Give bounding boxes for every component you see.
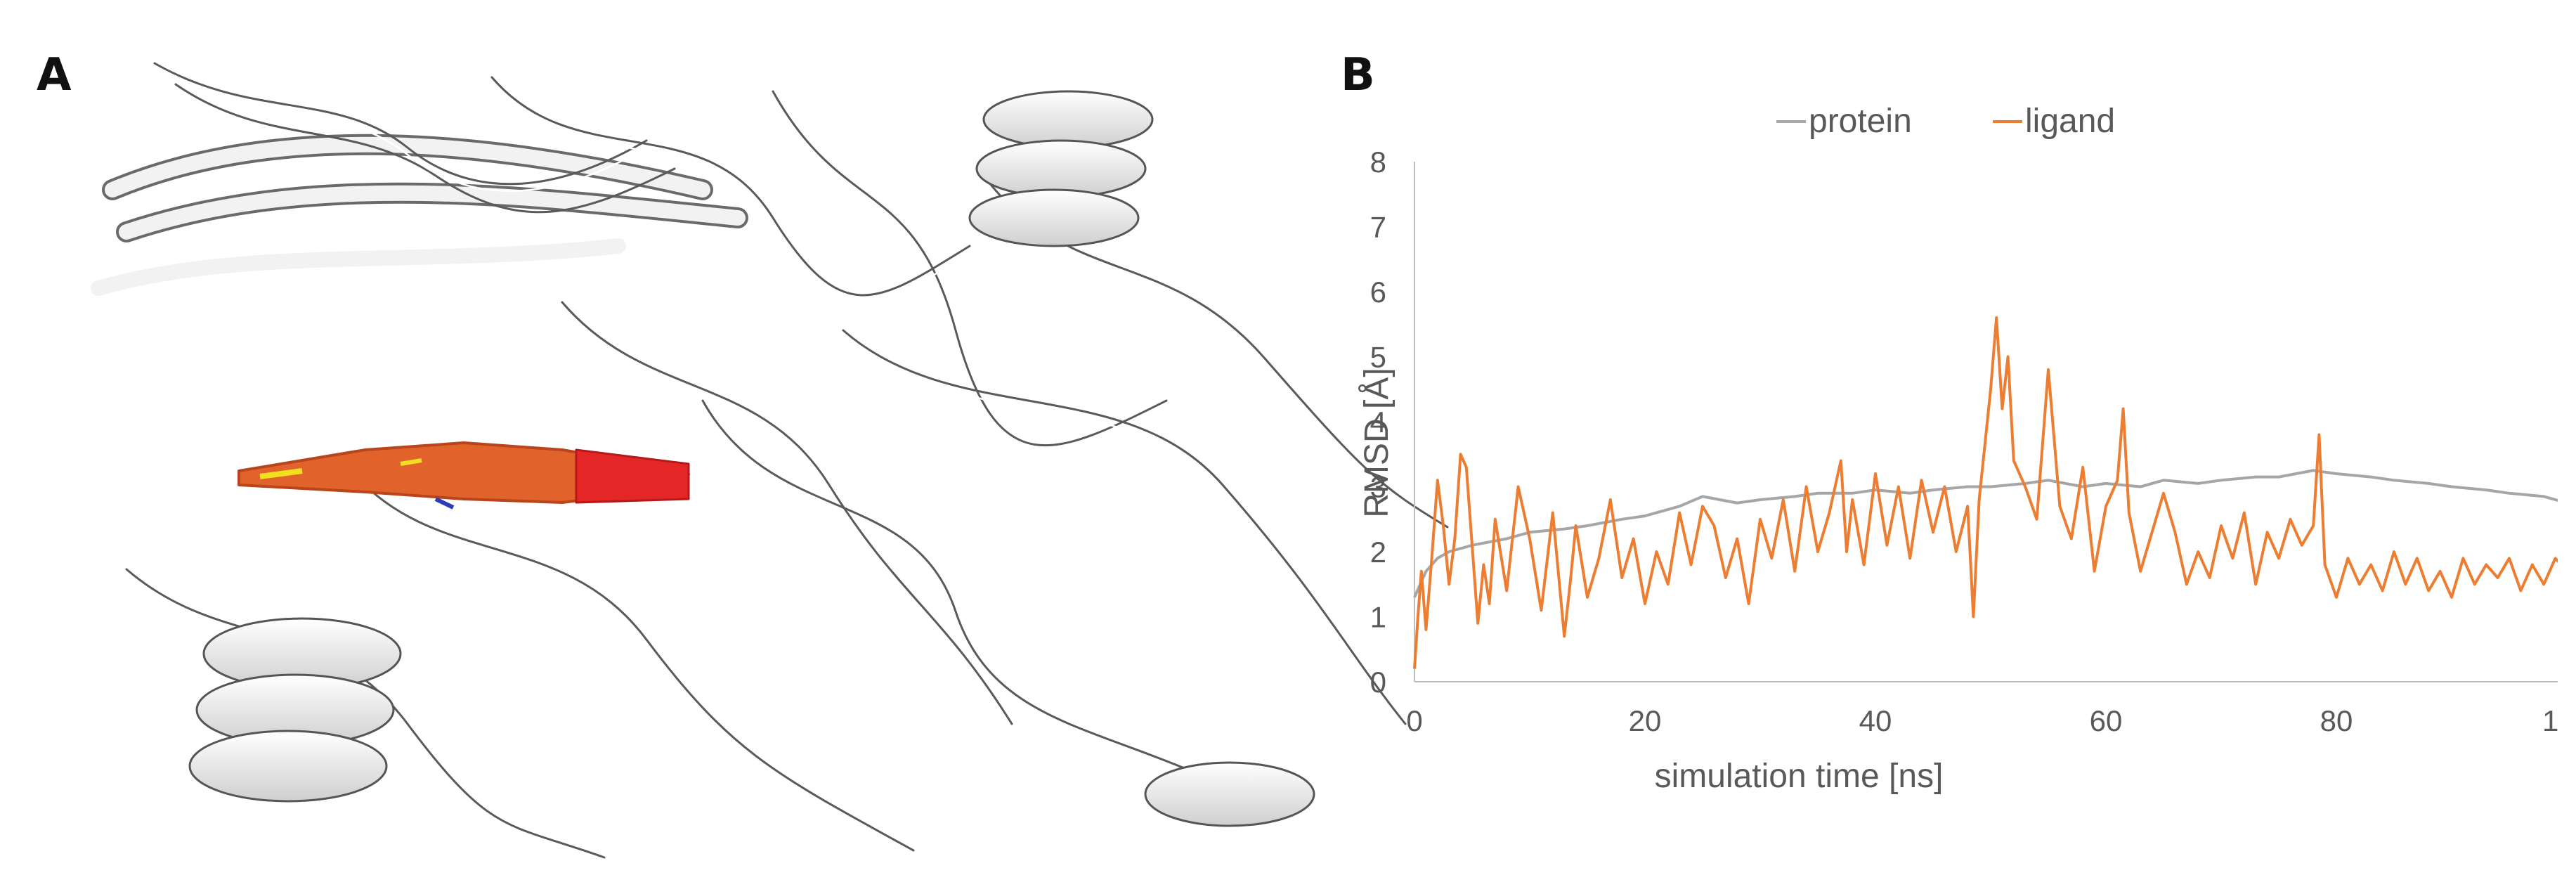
x-tick-label: 60 [2090,704,2123,737]
ligand-molecule [238,441,690,510]
y-axis-label: RMSD [Å] [1358,368,1396,517]
x-tick-label: 20 [1629,704,1662,737]
plot-area: 012345678020406080100 [1370,145,2558,737]
helix-coils [188,90,1315,827]
protein-structure-render [91,62,1449,859]
y-tick-label: 5 [1370,341,1386,374]
panel-label-b: B [1341,49,1375,101]
y-tick-label: 4 [1370,406,1386,439]
series-line-ligand [1413,316,2558,669]
x-tick-label: 80 [2320,704,2353,737]
y-tick-label: 6 [1370,276,1386,309]
x-tick-label: 100 [2542,704,2558,737]
series-line-protein [1413,469,2558,598]
y-tick-label: 0 [1370,666,1386,699]
y-tick-label: 3 [1370,471,1386,504]
y-tick-label: 2 [1370,536,1386,569]
protein-ribbons [91,62,1449,859]
legend-label-protein: protein [1809,103,1912,140]
panel-label-a: A [37,49,72,101]
x-axis-label: simulation time [ns] [1655,758,1944,795]
y-tick-label: 8 [1370,145,1386,179]
x-tick-label: 40 [1859,704,1892,737]
legend-label-ligand: ligand [2025,103,2115,140]
chart-legend: protein ligand [1776,103,2115,140]
y-tick-label: 1 [1370,601,1386,634]
rmsd-chart: protein ligand 012345678020406080100 RMS… [1358,103,2558,795]
y-tick-label: 7 [1370,211,1386,244]
x-tick-label: 0 [1406,704,1422,737]
